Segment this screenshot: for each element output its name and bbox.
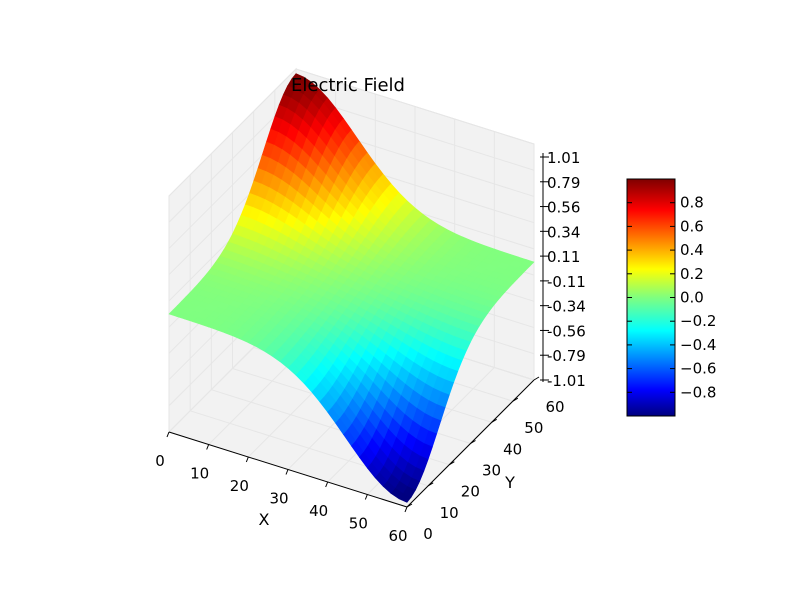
- x-tick-label: 60: [388, 527, 407, 545]
- z-tick-label: 0.34: [547, 223, 580, 241]
- x-axis-label: X: [259, 510, 270, 529]
- colorbar-tick-label: −0.6: [680, 360, 716, 378]
- tick-mark: [406, 503, 413, 508]
- tick-mark: [245, 456, 249, 463]
- y-tick-label: 20: [461, 483, 480, 501]
- colorbar-tick-label: −0.2: [680, 312, 716, 330]
- colorbar-tick-label: 0.4: [680, 241, 704, 259]
- tick-mark: [449, 461, 455, 466]
- tick-mark: [206, 444, 210, 450]
- colorbar-tick-label: 0.6: [680, 217, 704, 235]
- x-tick-label: 0: [155, 452, 165, 470]
- tick-mark: [404, 506, 408, 513]
- tick-mark: [364, 494, 368, 500]
- tick-mark: [427, 482, 434, 487]
- z-tick-label: -0.11: [547, 273, 586, 291]
- tick-mark: [533, 376, 540, 381]
- colorbar-tick-label: 0.2: [680, 265, 704, 283]
- x-tick-label: 20: [230, 477, 249, 495]
- surface-patch: [398, 493, 412, 503]
- y-tick-label: 50: [524, 419, 543, 437]
- colorbar-tick-label: 0.0: [680, 289, 704, 307]
- y-tick-label: 0: [423, 525, 433, 543]
- y-tick-label: 30: [482, 462, 501, 480]
- colorbar-tick-label: −0.4: [680, 336, 716, 354]
- gridline: [295, 68, 535, 145]
- colorbar-gradient: [626, 178, 676, 417]
- y-tick-label: 40: [503, 440, 522, 458]
- z-tick-label: -0.79: [547, 347, 586, 365]
- y-tick-label: 60: [545, 398, 564, 416]
- tick-mark: [491, 418, 497, 423]
- x-tick-label: 30: [269, 490, 288, 508]
- chart-title: Electric Field: [291, 75, 405, 96]
- tick-mark: [512, 397, 519, 402]
- gridline: [168, 68, 297, 197]
- tick-mark: [470, 440, 476, 444]
- z-tick-label: -0.34: [547, 298, 586, 316]
- tick-mark: [325, 481, 329, 488]
- x-tick-label: 40: [309, 502, 328, 520]
- colorbar-tick-label: 0.8: [680, 194, 704, 212]
- z-tick-label: 0.79: [547, 174, 580, 192]
- z-tick-label: 1.01: [547, 149, 580, 167]
- y-axis-label: Y: [504, 473, 515, 492]
- z-tick-label: 0.56: [547, 199, 580, 217]
- z-tick-label: -0.56: [547, 322, 586, 340]
- z-tick-label: 0.11: [547, 248, 580, 266]
- z-tick-label: -1.01: [547, 372, 586, 390]
- colorbar-ticks: 0.8 0.6 0.4 0.2 0.0 −0.2 −0.4 −0.6 −0.8: [627, 194, 716, 401]
- colorbar-tick-label: −0.8: [680, 383, 716, 401]
- x-tick-label: 50: [349, 515, 368, 533]
- x-tick-label: 10: [190, 465, 209, 483]
- colorbar: 0.8 0.6 0.4 0.2 0.0 −0.2 −0.4 −0.6 −0.8: [626, 178, 716, 417]
- surface-plot: [168, 73, 535, 503]
- tick-mark: [166, 431, 170, 438]
- y-tick-label: 10: [440, 504, 459, 522]
- tick-mark: [285, 469, 289, 475]
